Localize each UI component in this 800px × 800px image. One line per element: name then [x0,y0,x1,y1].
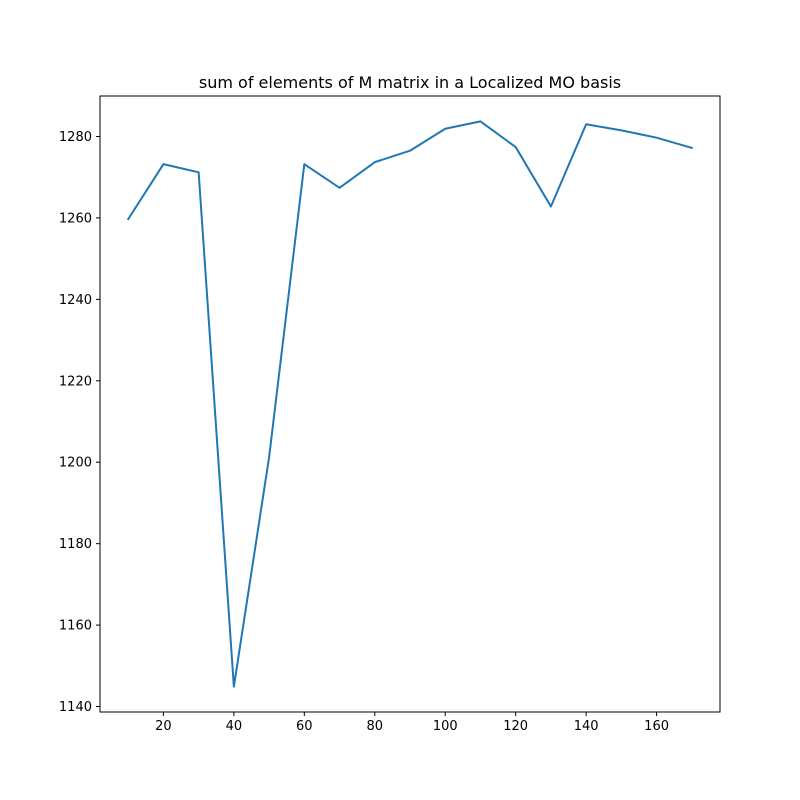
x-tick-label: 140 [574,719,599,734]
x-tick-label: 80 [366,719,383,734]
data-point [339,187,341,189]
y-axis: 1140 1160 1180 1200 1220 1240 1260 1280 [59,130,100,715]
series-layer [126,120,694,688]
data-point [409,150,411,152]
x-tick-label: 40 [226,719,243,734]
y-tick-label: 1160 [59,619,92,634]
data-point [656,137,658,139]
data-point [444,128,446,130]
y-tick-label: 1240 [59,293,92,308]
data-point [127,218,129,220]
x-tick-label: 60 [296,719,313,734]
axes-frame [99,95,721,713]
y-tick-label: 1200 [59,456,92,471]
data-point [233,686,235,688]
x-axis: 20 40 60 80 100 120 140 160 [155,712,669,734]
data-point [620,129,622,131]
x-tick-label: 120 [503,719,528,734]
data-point [515,146,517,148]
data-point [691,147,693,149]
data-point [162,163,164,165]
series-line [126,120,694,688]
data-point [198,171,200,173]
x-tick-label: 100 [433,719,458,734]
x-tick-label: 20 [155,719,172,734]
y-tick-label: 1260 [59,211,92,226]
data-point [374,161,376,163]
y-tick-label: 1180 [59,537,92,552]
data-point [303,163,305,165]
y-tick-label: 1140 [59,700,92,715]
data-point [479,120,481,122]
data-point [550,206,552,208]
x-tick-label: 160 [644,719,669,734]
data-point [585,123,587,125]
y-tick-label: 1280 [59,130,92,145]
y-tick-label: 1220 [59,374,92,389]
chart-title: sum of elements of M matrix in a Localiz… [199,73,621,92]
data-point [268,456,270,458]
